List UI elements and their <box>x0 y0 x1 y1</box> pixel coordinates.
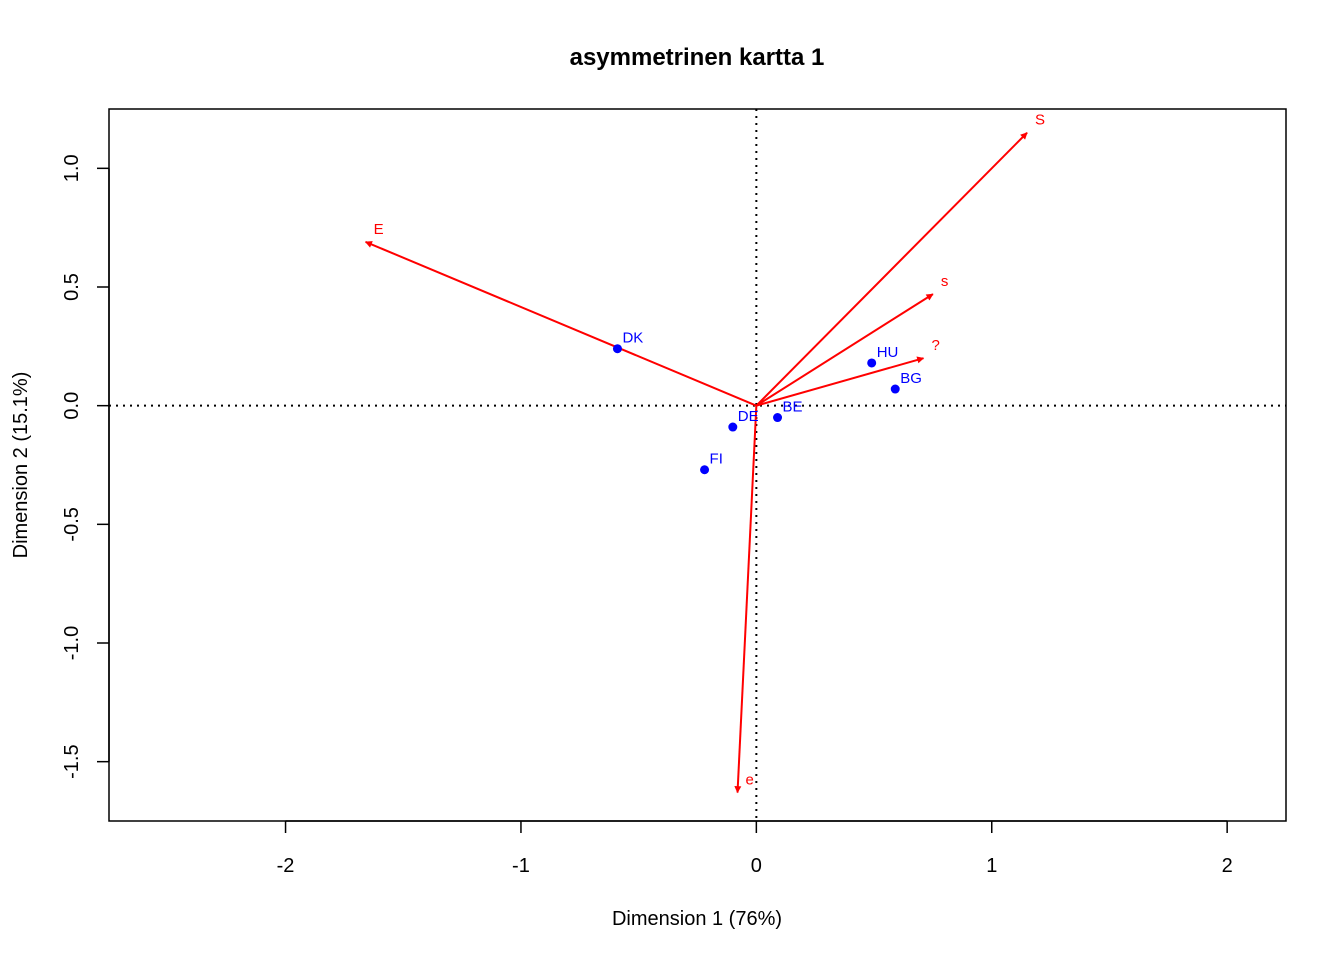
row-label: DK <box>622 330 643 347</box>
chart-title: asymmetrinen kartta 1 <box>570 44 825 71</box>
y-tick-label: -1.5 <box>61 744 83 778</box>
column-label: e <box>746 772 754 789</box>
column-arrow <box>756 356 925 407</box>
column-arrow <box>755 293 934 407</box>
row-label: FI <box>710 451 723 468</box>
y-tick-label: 0.5 <box>61 273 83 301</box>
y-axis-label: Dimension 2 (15.1%) <box>10 372 32 559</box>
column-label: ? <box>931 337 939 354</box>
y-tick-label: 1.0 <box>61 154 83 182</box>
column-arrow <box>364 240 757 407</box>
row-point <box>700 465 710 475</box>
row-point <box>728 422 738 432</box>
row-label: HU <box>877 344 899 361</box>
row-point <box>612 344 622 354</box>
x-tick-label: -1 <box>512 855 530 877</box>
x-axis-label: Dimension 1 (76%) <box>612 908 782 930</box>
row-point <box>890 384 900 394</box>
column-label: s <box>941 273 949 290</box>
row-label: BE <box>783 399 803 416</box>
x-tick-label: 0 <box>751 855 762 877</box>
y-tick-label: 0.0 <box>61 392 83 420</box>
y-tick-label: -1.0 <box>61 626 83 660</box>
row-label: BG <box>900 370 922 387</box>
column-arrow <box>755 132 1028 407</box>
column-arrows: E Ss? e <box>364 112 1045 794</box>
plot-area-frame <box>108 108 1287 822</box>
reference-lines <box>109 109 1286 821</box>
row-point <box>773 413 783 423</box>
column-label: E <box>374 221 384 238</box>
x-tick-label: 2 <box>1222 855 1233 877</box>
y-tick-label: -0.5 <box>61 507 83 541</box>
row-label: DE <box>738 408 759 425</box>
column-label: S <box>1035 112 1045 129</box>
x-tick-label: -2 <box>277 855 295 877</box>
column-arrow <box>734 405 758 794</box>
x-tick-label: 1 <box>986 855 997 877</box>
row-point <box>867 358 877 368</box>
axes: -2 -1 0 1 2 -1.5 -1.0 -0.5 0.0 0.5 1.0 <box>61 154 1233 877</box>
